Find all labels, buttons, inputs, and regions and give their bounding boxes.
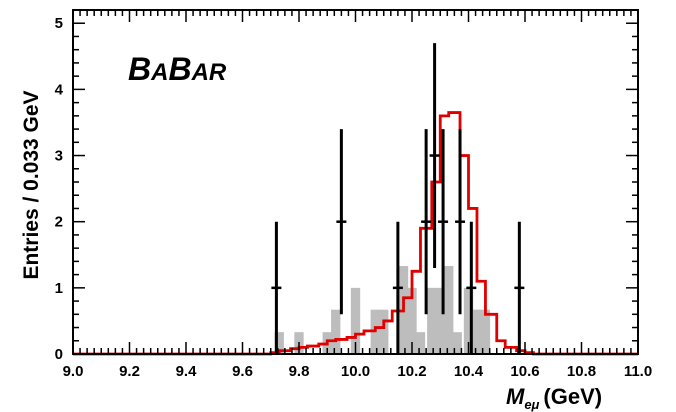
mc-histogram-bin-15 [472,309,482,354]
x-tick-label-9: 10.8 [567,363,596,380]
mc-histogram-bin-14 [463,287,474,354]
y-tick-label-1: 1 [55,280,63,297]
mc-histogram-bin-9 [415,332,426,354]
x-axis-units: (GeV) [543,384,602,409]
data-point-4 [429,43,440,268]
mc-histogram-bin-16 [480,309,491,354]
data-point-7 [466,221,477,354]
x-tick-label-2: 9.4 [176,363,198,380]
experiment-label-a1: A [150,59,168,86]
y-tick-label-4: 4 [55,81,64,98]
x-tick-label-5: 10.0 [341,363,370,380]
mc-histogram-bin-3 [331,309,341,354]
y-tick-label-5: 5 [55,15,63,32]
x-axis-title: Meμ (GeV) [506,384,602,412]
mc-histogram-bin-11 [435,287,445,354]
mc-histogram-bin-6 [379,309,389,354]
x-tick-label-10: 11.0 [624,363,652,380]
mc-histogram-bin-0 [274,332,284,354]
data-point-0 [271,221,282,354]
data-point-8 [514,221,525,354]
x-tick-label-7: 10.4 [454,363,484,380]
x-axis-subscript: eμ [524,397,539,412]
data-point-3 [421,129,432,315]
x-tick-label-4: 9.8 [289,363,310,380]
mc-histogram-bin-12 [444,266,454,354]
mc-histogram-bin-13 [452,332,462,354]
axis-ticks-layer [72,9,639,355]
mc-histogram-bin-10 [427,287,437,354]
x-tick-label-0: 9.0 [63,363,84,380]
x-tick-label-8: 10.6 [510,363,539,380]
experiment-label: BABAR [128,51,227,87]
tick-labels-layer: 9.0 9.2 9.4 9.6 9.8 10.0 10.2 10.4 10.6 10.8 11.0 0… [55,15,653,380]
y-axis-title: Entries / 0.033 GeV [20,90,43,279]
x-axis-symbol: M [506,384,525,409]
signal-step-curve [73,111,638,356]
y-tick-label-3: 3 [55,148,63,165]
data-points-layer [271,43,525,354]
data-point-2 [392,221,403,354]
y-tick-label-0: 0 [55,346,63,363]
signal-curve-layer [73,111,638,356]
mc-histogram-layer [274,266,491,354]
mc-histogram-bin-8 [407,287,417,354]
data-point-1 [336,129,347,315]
experiment-label-ar: AR [191,59,227,86]
experiment-label-b2: B [168,51,191,87]
y-tick-label-2: 2 [55,214,63,231]
experiment-label-b1: B [128,51,151,87]
x-tick-label-1: 9.2 [119,363,140,380]
data-point-6 [455,129,466,315]
mc-histogram-bin-4 [350,287,361,354]
data-point-5 [438,129,449,315]
x-tick-label-6: 10.2 [397,363,426,380]
x-tick-label-3: 9.6 [232,363,253,380]
